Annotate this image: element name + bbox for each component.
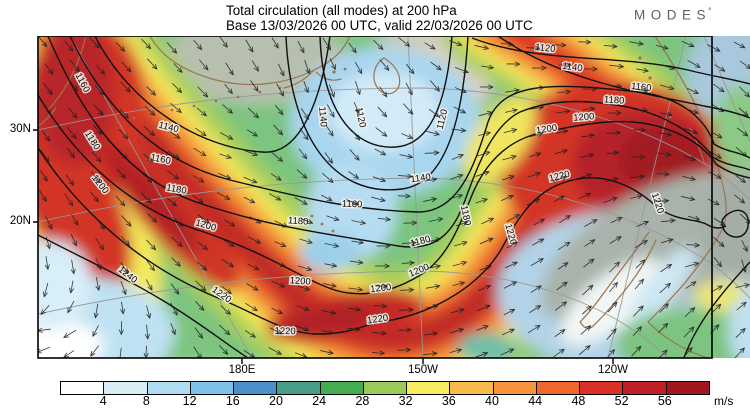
colorbar-cell-11 bbox=[536, 382, 581, 394]
colorbar-cell-10 bbox=[493, 382, 537, 394]
colorbar-cell-2 bbox=[147, 382, 191, 394]
colorbar-tick-12: 12 bbox=[182, 394, 197, 408]
lat-label-20N: 20N bbox=[9, 215, 31, 227]
colorbar-cell-14 bbox=[666, 382, 709, 394]
isoline-label-1180: 1180 bbox=[604, 94, 625, 106]
colorbar-cell-1 bbox=[104, 382, 148, 394]
colorbar-tick-4: 4 bbox=[99, 394, 107, 408]
modes-logo: MODES° bbox=[634, 6, 712, 23]
coastline-layer bbox=[38, 36, 727, 358]
colorbar-tick-8: 8 bbox=[142, 394, 150, 408]
wind-arrows-layer bbox=[38, 36, 750, 358]
isoline-label-1200: 1200 bbox=[573, 111, 595, 123]
isoline-label-1220: 1220 bbox=[274, 326, 296, 338]
colorbar-tick-36: 36 bbox=[441, 394, 456, 408]
isoline-label-1200: 1200 bbox=[370, 282, 392, 295]
isoline-1160 bbox=[69, 36, 750, 213]
isoline-1180 bbox=[47, 36, 750, 248]
colorbar-cell-3 bbox=[190, 382, 235, 394]
colorbar-cell-8 bbox=[407, 382, 451, 394]
isoline-1200 bbox=[38, 94, 750, 295]
colorbar-tick-16: 16 bbox=[225, 394, 240, 408]
isoline-labels: 1160118012001220124011401160118012001140… bbox=[71, 40, 667, 338]
colorbar-tick-48: 48 bbox=[571, 394, 586, 408]
isoline-1120 bbox=[319, 36, 453, 148]
colorbar-cell-13 bbox=[623, 382, 667, 394]
isoline-1240 bbox=[38, 234, 249, 358]
colorbar-cell-0 bbox=[61, 382, 105, 394]
isoline-1140 bbox=[285, 36, 469, 191]
colorbar-tick-52: 52 bbox=[614, 394, 629, 408]
isoline-label-1140: 1140 bbox=[316, 106, 329, 127]
colorbar bbox=[60, 381, 710, 395]
isoline-label-1160: 1160 bbox=[631, 81, 652, 94]
colorbar-cell-12 bbox=[580, 382, 624, 394]
colorbar-cell-4 bbox=[234, 382, 278, 394]
isoline-1220 bbox=[38, 147, 727, 335]
lat-label-30N: 30N bbox=[9, 123, 31, 135]
isoline-label-1120: 1120 bbox=[535, 42, 556, 55]
isoline-label-1200: 1200 bbox=[289, 275, 311, 287]
isoline-label-1160: 1160 bbox=[342, 199, 363, 211]
isoline-label-1180: 1180 bbox=[165, 182, 187, 196]
isoline-layer bbox=[38, 36, 750, 358]
registered-mark: ° bbox=[708, 6, 712, 16]
lon-label-150W: 150W bbox=[407, 364, 439, 376]
isoline-label-1220: 1220 bbox=[366, 313, 388, 327]
isoline-1220-closed bbox=[721, 209, 749, 238]
colorbar-tick-20: 20 bbox=[269, 394, 283, 408]
colorbar-tick-28: 28 bbox=[355, 394, 370, 408]
isoline-1140 bbox=[94, 36, 331, 153]
colorbar-cell-6 bbox=[320, 382, 364, 394]
colorbar-tick-40: 40 bbox=[485, 394, 499, 408]
modes-logo-text: MODES bbox=[634, 7, 712, 23]
map-svg: 1160118012001220124011401160118012001140… bbox=[33, 36, 750, 364]
colorbar-cell-7 bbox=[363, 382, 408, 394]
map-frame bbox=[37, 36, 713, 359]
colorbar-cell-5 bbox=[277, 382, 321, 394]
shading-layer bbox=[38, 36, 750, 358]
colorbar-tick-24: 24 bbox=[312, 394, 327, 408]
chart-title-line2: Base 13/03/2026 00 UTC, valid 22/03/2026… bbox=[226, 18, 533, 34]
isoline-1140 bbox=[497, 36, 750, 119]
isoline-label-1140: 1140 bbox=[410, 172, 432, 186]
colorbar-tick-44: 44 bbox=[528, 394, 543, 408]
isoline-label-1180: 1180 bbox=[288, 215, 309, 227]
lon-label-120W: 120W bbox=[597, 364, 629, 376]
axis-ticks bbox=[33, 129, 614, 364]
graticule-layer bbox=[38, 36, 750, 358]
lon-label-180E: 180E bbox=[228, 364, 256, 376]
colorbar-cell-9 bbox=[450, 382, 494, 394]
colorbar-tick-56: 56 bbox=[657, 394, 672, 408]
chart-title: Total circulation (all modes) at 200 hPa… bbox=[226, 3, 533, 33]
colorbar-tick-32: 32 bbox=[398, 394, 413, 408]
colorbar-unit: m/s bbox=[714, 394, 734, 408]
isoline-1240 bbox=[683, 261, 750, 358]
chart-title-line1: Total circulation (all modes) at 200 hPa bbox=[226, 3, 457, 18]
